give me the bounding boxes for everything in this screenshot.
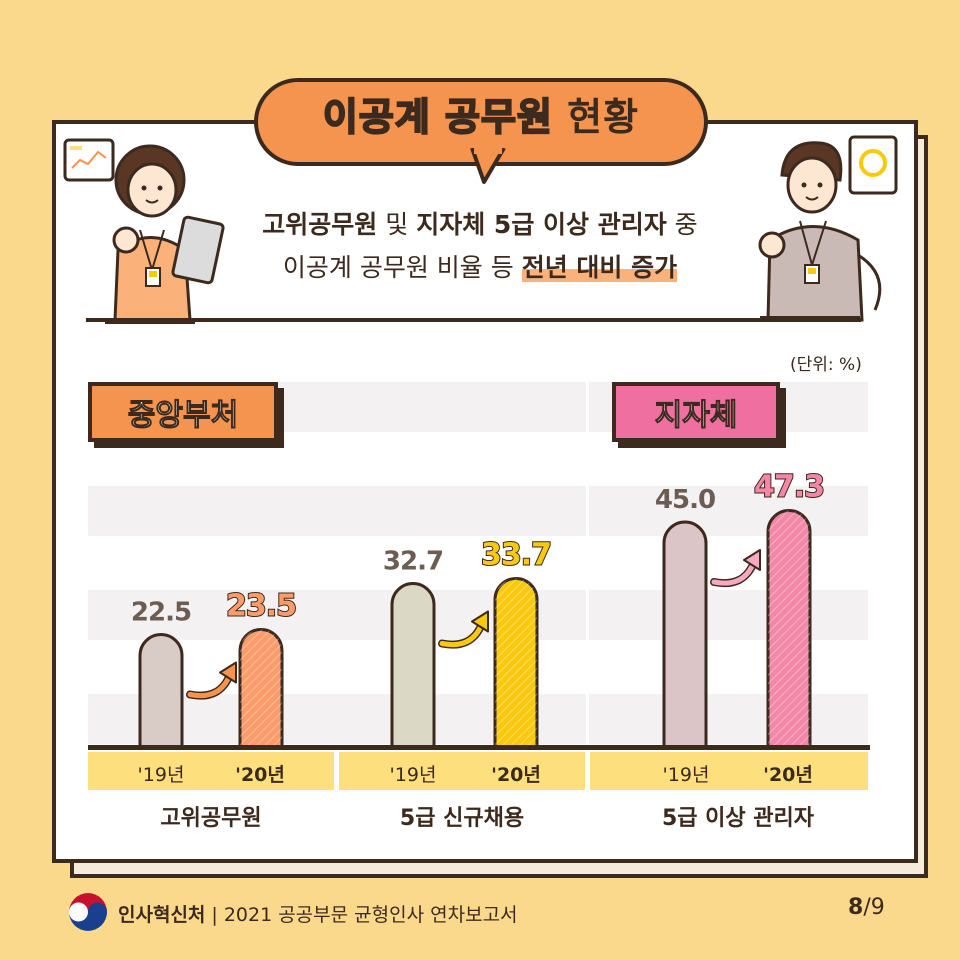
category-label: 5급 이상 관리자 bbox=[661, 806, 815, 831]
x-tick-label: '20년 bbox=[235, 764, 285, 786]
x-band-3 bbox=[590, 752, 868, 790]
man-character-illustration bbox=[758, 135, 898, 322]
bar-hatch bbox=[495, 578, 537, 747]
section-tag-local: 지자체 bbox=[612, 382, 780, 442]
category-label: 고위공무원 bbox=[160, 806, 262, 831]
bar-2019-2 bbox=[390, 582, 436, 749]
page-total: /9 bbox=[863, 895, 885, 920]
subtitle-highlight: 전년 대비 증가 bbox=[521, 253, 678, 282]
title-main: 이공계 공무원 bbox=[322, 94, 553, 140]
chart-baseline bbox=[88, 745, 870, 750]
woman-character-illustration bbox=[63, 138, 225, 324]
value-label: 32.7 bbox=[383, 547, 443, 577]
grid-band bbox=[88, 694, 868, 744]
page-title: 이공계 공무원 현황 bbox=[254, 86, 708, 141]
grid-band bbox=[88, 486, 868, 536]
value-label: 23.5 bbox=[226, 589, 296, 624]
bar-hatch bbox=[768, 510, 810, 747]
x-tick-label: '20년 bbox=[491, 764, 541, 786]
subtitle-bold-2: 지자체 5급 이상 관리자 bbox=[416, 210, 667, 239]
bar-hatch bbox=[240, 629, 282, 747]
increase-arrowhead bbox=[471, 610, 489, 633]
footer-doc: 2021 공공부문 균형인사 연차보고서 bbox=[223, 904, 518, 926]
bubble-tail bbox=[470, 148, 506, 184]
section-tag-central: 중앙부처 bbox=[88, 382, 278, 442]
bar-2019-3 bbox=[662, 520, 708, 749]
x-band-1 bbox=[88, 752, 334, 790]
increase-arrowhead bbox=[219, 661, 237, 684]
x-tick-label: '20년 bbox=[763, 764, 813, 786]
title-highlight: 현황 bbox=[567, 95, 640, 139]
subtitle-start: 이공계 공무원 비율 등 bbox=[282, 253, 522, 282]
value-label: 33.7 bbox=[481, 538, 551, 573]
x-tick-label: '19년 bbox=[389, 764, 437, 786]
subtitle-line-2: 이공계 공무원 비율 등 전년 대비 증가 bbox=[200, 248, 760, 284]
government-emblem-icon bbox=[69, 893, 107, 931]
footer-separator: | bbox=[211, 904, 218, 926]
page-current: 8 bbox=[848, 895, 864, 920]
page-indicator: 8/9 bbox=[848, 895, 885, 920]
subtitle-mid: 및 bbox=[377, 210, 417, 239]
x-tick-label: '19년 bbox=[662, 764, 710, 786]
x-band-2 bbox=[339, 752, 585, 790]
value-label: 47.3 bbox=[754, 470, 824, 505]
subtitle-bold-1: 고위공무원 bbox=[262, 210, 378, 239]
header-divider bbox=[86, 318, 861, 322]
subtitle-end: 중 bbox=[666, 210, 698, 239]
footer-org: 인사혁신처 bbox=[118, 904, 206, 926]
increase-arrowhead bbox=[743, 549, 761, 571]
footer-source: 인사혁신처 | 2021 공공부문 균형인사 연차보고서 bbox=[118, 900, 518, 927]
bar-2019-1 bbox=[138, 633, 184, 749]
unit-label: (단위: %) bbox=[790, 355, 862, 375]
value-label: 45.0 bbox=[655, 485, 715, 515]
value-label: 22.5 bbox=[131, 598, 191, 628]
subtitle-line-1: 고위공무원 및 지자체 5급 이상 관리자 중 bbox=[200, 205, 760, 241]
category-label: 5급 신규채용 bbox=[399, 806, 525, 831]
x-tick-label: '19년 bbox=[137, 764, 185, 786]
section-separator bbox=[586, 380, 589, 750]
